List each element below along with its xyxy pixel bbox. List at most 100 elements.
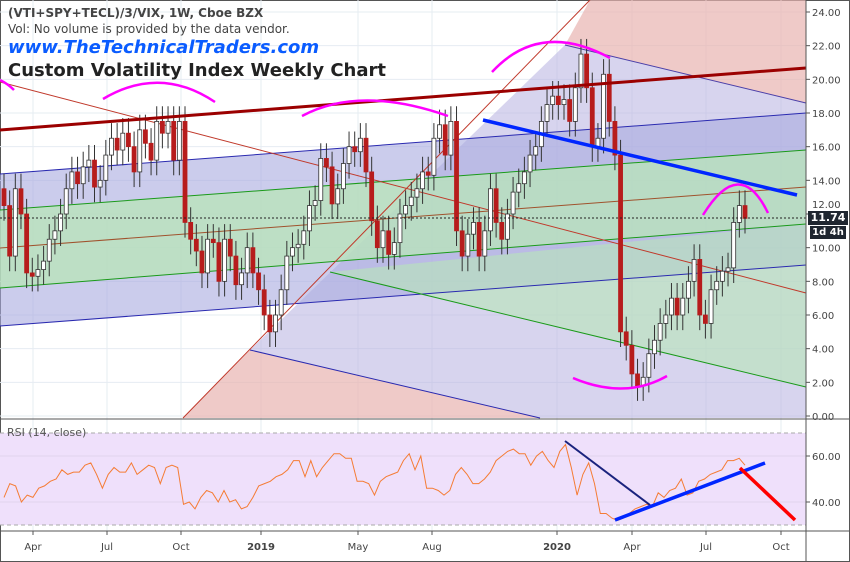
candle-body [357, 137, 363, 153]
candle-body [612, 121, 618, 156]
red-diagonal[interactable] [182, 0, 591, 419]
candle [1, 173, 7, 221]
candle [493, 173, 499, 238]
candle-body [273, 314, 278, 333]
candle-body [555, 95, 561, 105]
candle [114, 123, 120, 166]
candle-body [312, 200, 318, 206]
rsi-axis[interactable]: 40.00 60.00 [806, 452, 841, 509]
x-tick-label: Apr [24, 542, 42, 553]
fork-green[interactable] [329, 271, 807, 388]
x-tick-label: Aug [422, 542, 442, 553]
candle-body [646, 353, 652, 378]
candle [103, 139, 109, 196]
green-channel-upper[interactable] [0, 149, 807, 211]
candle-body [505, 213, 510, 240]
x-tick-label: May [348, 542, 369, 553]
candle-body [261, 289, 267, 316]
candle [618, 139, 623, 347]
candle-body [572, 87, 578, 122]
candle-body [703, 314, 708, 324]
candle-body [397, 213, 403, 244]
candle-body [719, 270, 725, 282]
candle-body [589, 87, 595, 148]
candle-body [618, 154, 623, 333]
rsi-indicator-label[interactable]: RSI (14, close) [7, 426, 87, 439]
candle [18, 173, 24, 230]
dark-red-resistance-line[interactable] [0, 66, 807, 132]
y-tick-label: 20.00 [812, 75, 841, 86]
channel-median[interactable] [0, 186, 807, 249]
rsi-tick-label: 40.00 [812, 498, 841, 509]
candle [488, 173, 493, 246]
brown-descending-line[interactable] [0, 81, 807, 294]
candle-body [714, 280, 720, 291]
candle-body [465, 233, 471, 257]
price-axis[interactable]: 0.00 2.00 4.00 6.00 8.00 10.00 12.00 14.00 16.00… [806, 8, 841, 423]
candle-body [374, 220, 380, 249]
candle [459, 215, 465, 272]
candle-body [267, 314, 273, 333]
candle-body [488, 188, 493, 232]
rsi-blue-trendline[interactable] [614, 461, 766, 522]
candle-body [652, 339, 657, 355]
fork-lower[interactable] [249, 349, 541, 419]
candle-body [256, 272, 261, 291]
candle-body [584, 53, 590, 89]
green-channel-lower[interactable] [0, 223, 807, 289]
candle [442, 109, 448, 171]
candle-body [69, 171, 75, 190]
symbol-info[interactable]: (VTI+SPY+TECL)/3/VIX, 1W, Cboe BZX [8, 6, 264, 20]
candle [505, 198, 510, 255]
candle [340, 148, 346, 204]
candle [199, 235, 205, 289]
candle [357, 123, 363, 167]
candle [719, 256, 725, 297]
candle [120, 118, 126, 166]
candle [708, 274, 714, 339]
candle [295, 229, 301, 263]
candle [425, 156, 431, 191]
rsi-red-projection[interactable] [738, 466, 797, 522]
candle-body [521, 171, 527, 185]
candle [92, 144, 97, 203]
candle [431, 123, 437, 191]
candle-body [86, 159, 92, 168]
candle [420, 156, 425, 204]
candle-body [731, 222, 737, 269]
candle-body [335, 188, 341, 205]
rsi-navy-trendline[interactable] [564, 440, 651, 506]
candle [165, 106, 171, 149]
candle [205, 224, 211, 289]
candle [578, 38, 584, 103]
y-tick-label: 22.00 [812, 42, 841, 53]
candle [584, 38, 590, 103]
candle [261, 274, 267, 331]
candle-body [380, 230, 386, 249]
candle-body [1, 188, 7, 206]
blue-trendline[interactable] [482, 118, 798, 197]
time-axis[interactable]: Apr Jul Oct 2019 May Aug 2020 Apr Jul Oct [24, 531, 790, 553]
candle [256, 257, 261, 305]
candle [109, 123, 114, 171]
watermark-url: www.TheTechnicalTraders.com [8, 37, 320, 58]
candle-body [137, 129, 143, 173]
arc-annotation [0, 78, 15, 91]
arc-annotation [572, 374, 668, 390]
candle [686, 266, 691, 314]
candle [216, 227, 222, 297]
drawings-front [0, 40, 807, 390]
blue-channel-lower[interactable] [0, 264, 807, 327]
candle-body [725, 267, 731, 272]
candle-body [109, 137, 114, 156]
candle [386, 215, 392, 270]
candle [499, 207, 505, 255]
candle [244, 232, 250, 289]
candle [227, 224, 233, 272]
candle [414, 173, 420, 213]
candle-body [708, 289, 714, 324]
pink-zone-top [565, 0, 806, 103]
candle [97, 165, 103, 203]
candle-body [182, 121, 188, 223]
